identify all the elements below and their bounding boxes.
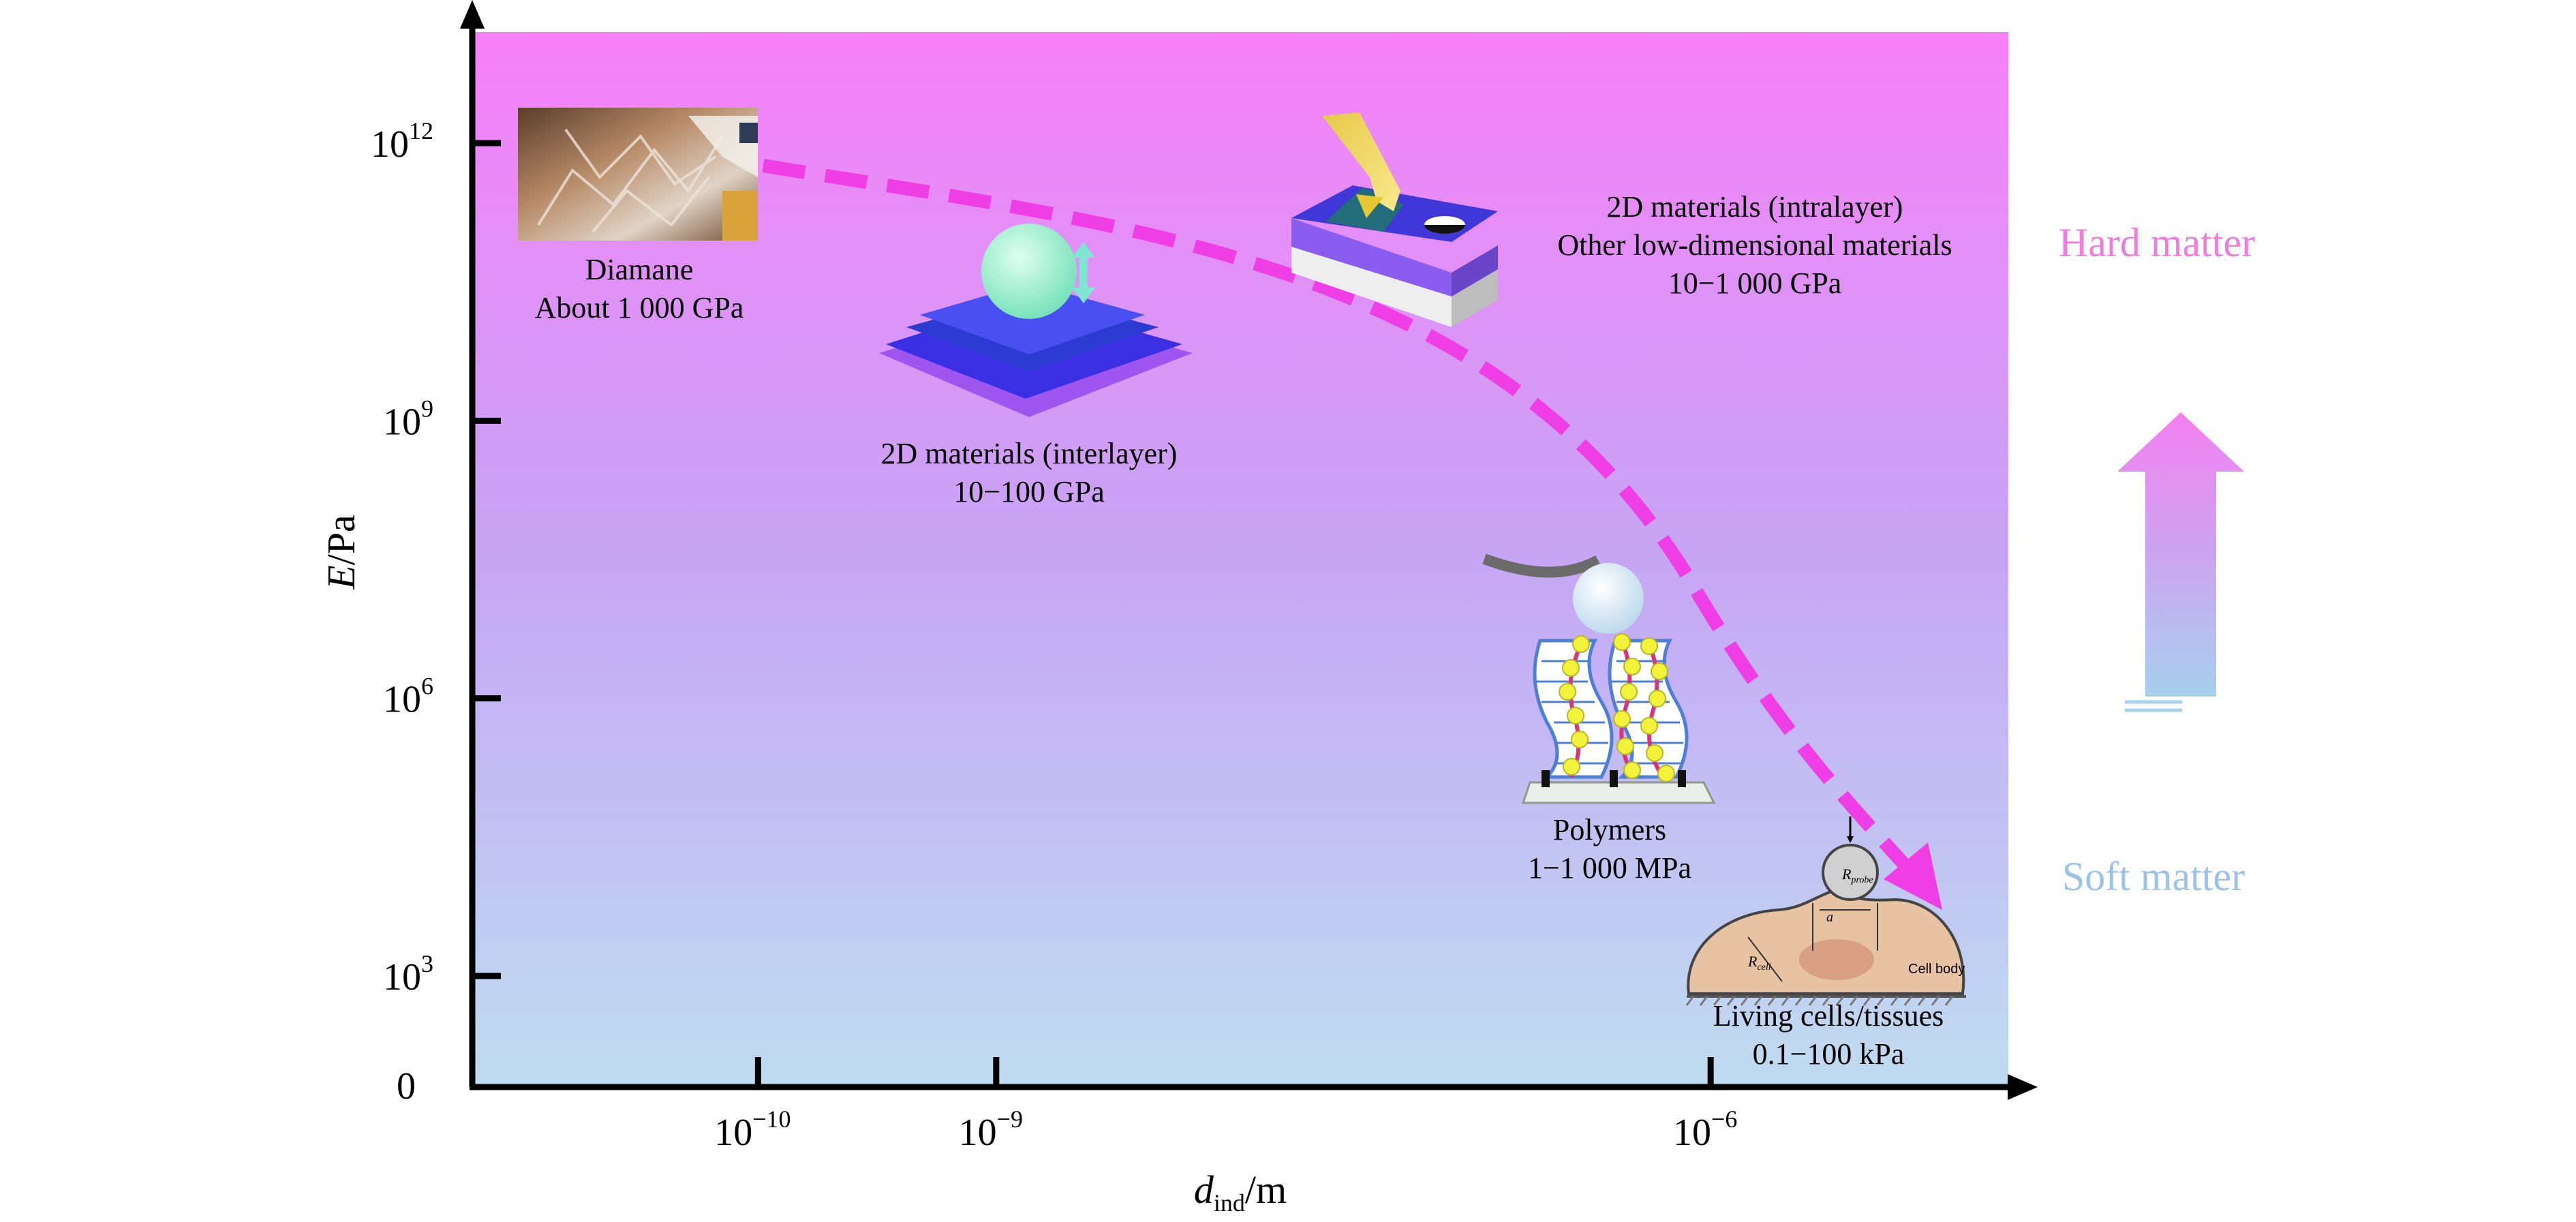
inset-label-r-probe: Rprobe bbox=[1841, 866, 1873, 885]
x-tick-label: 10−6 bbox=[1673, 1105, 1737, 1154]
point-label: 2D materials (interlayer) 10−100 GPa bbox=[881, 437, 1178, 508]
soft-matter-label: Soft matter bbox=[2062, 854, 2245, 899]
x-tick-label: 10−9 bbox=[959, 1105, 1023, 1154]
point-label: 2D materials (intralayer) Other low-dimen… bbox=[1557, 190, 1952, 300]
polymers-illustration bbox=[1482, 553, 1716, 804]
y-tick-label: 103 bbox=[383, 950, 433, 998]
x-axis-title-unit: /m bbox=[1245, 1167, 1287, 1212]
point-label: Living cells/tissues 0.1−100 kPa bbox=[1713, 999, 1944, 1071]
x-tick-label: 10−10 bbox=[714, 1105, 791, 1154]
trend-arrow bbox=[762, 159, 1926, 887]
hard-matter-label: Hard matter bbox=[2059, 220, 2255, 265]
trend-arrowhead bbox=[1884, 842, 1942, 910]
axes bbox=[460, 0, 2038, 1100]
y-axis-arrowhead bbox=[460, 0, 485, 29]
y-axis-title: E/Pa bbox=[319, 515, 363, 590]
y-tick-label: 109 bbox=[383, 395, 433, 443]
point-labels: Diamane About 1 000 GPa 2D materials (inte… bbox=[535, 190, 1952, 1071]
y-axis-title-unit: /Pa bbox=[319, 515, 363, 565]
inset-label-r-cell: Rcell bbox=[1747, 953, 1771, 973]
point-label: Diamane About 1 000 GPa bbox=[535, 253, 744, 324]
x-axis-title: dind/m bbox=[1194, 1167, 1287, 1217]
point-label: Polymers 1−1 000 MPa bbox=[1528, 813, 1691, 885]
2d-intralayer-illustration bbox=[1291, 112, 1498, 327]
x-axis-title-sub: ind bbox=[1214, 1189, 1245, 1217]
x-axis-ticks: 10−10 10−9 10−6 bbox=[714, 1057, 1737, 1154]
hard-soft-arrow bbox=[2117, 412, 2244, 697]
inset-label-cell-body: Cell body bbox=[1908, 962, 1965, 977]
y-axis-title-main: E bbox=[319, 565, 363, 590]
y-tick-label: 106 bbox=[383, 673, 433, 721]
x-axis-arrowhead bbox=[2008, 1074, 2038, 1100]
x-axis-title-main: d bbox=[1194, 1167, 1214, 1212]
2d-interlayer-illustration bbox=[879, 224, 1193, 417]
living-cell-illustration: Rprobe Rcell a Cell body bbox=[1685, 816, 1966, 1006]
diamane-image bbox=[518, 108, 758, 241]
y-tick-label: 1012 bbox=[371, 117, 433, 166]
inset-label-a: a bbox=[1826, 910, 1833, 925]
hardness-indicator: Hard matter Soft matter bbox=[2059, 220, 2255, 899]
origin-label: 0 bbox=[397, 1065, 416, 1108]
y-axis-ticks: 1012 109 106 103 bbox=[371, 117, 501, 998]
